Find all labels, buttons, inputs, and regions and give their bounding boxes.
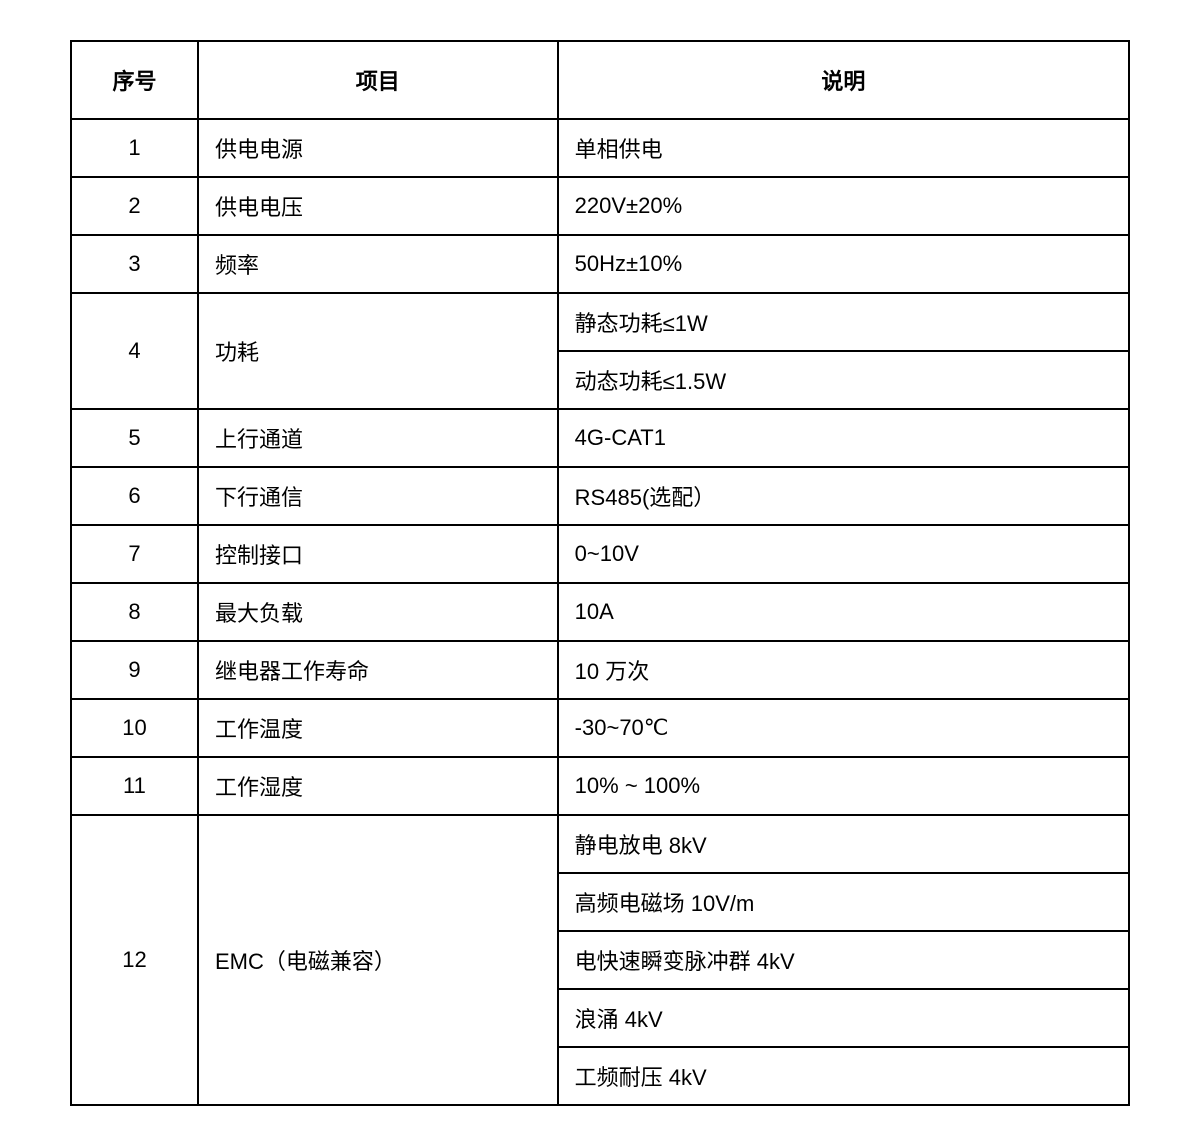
table-row: 1 供电电源 单相供电 bbox=[71, 119, 1129, 177]
cell-num: 8 bbox=[71, 583, 198, 641]
cell-num: 2 bbox=[71, 177, 198, 235]
cell-desc: 4G-CAT1 bbox=[558, 409, 1129, 467]
table-row: 3 频率 50Hz±10% bbox=[71, 235, 1129, 293]
cell-item: 下行通信 bbox=[198, 467, 558, 525]
cell-desc: 静电放电 8kV bbox=[558, 815, 1129, 873]
table-row: 9 继电器工作寿命 10 万次 bbox=[71, 641, 1129, 699]
cell-desc: 静态功耗≤1W bbox=[558, 293, 1129, 351]
cell-desc: RS485(选配） bbox=[558, 467, 1129, 525]
table-row: 12 EMC（电磁兼容） 静电放电 8kV bbox=[71, 815, 1129, 873]
header-item: 项目 bbox=[198, 41, 558, 119]
cell-num: 3 bbox=[71, 235, 198, 293]
table-row: 11 工作湿度 10% ~ 100% bbox=[71, 757, 1129, 815]
table-row: 5 上行通道 4G-CAT1 bbox=[71, 409, 1129, 467]
cell-desc: 电快速瞬变脉冲群 4kV bbox=[558, 931, 1129, 989]
cell-item: 继电器工作寿命 bbox=[198, 641, 558, 699]
cell-desc: 10% ~ 100% bbox=[558, 757, 1129, 815]
cell-num: 6 bbox=[71, 467, 198, 525]
cell-desc: 动态功耗≤1.5W bbox=[558, 351, 1129, 409]
table-row: 7 控制接口 0~10V bbox=[71, 525, 1129, 583]
cell-num: 4 bbox=[71, 293, 198, 409]
cell-num: 12 bbox=[71, 815, 198, 1105]
cell-num: 11 bbox=[71, 757, 198, 815]
table-row: 6 下行通信 RS485(选配） bbox=[71, 467, 1129, 525]
cell-desc: 高频电磁场 10V/m bbox=[558, 873, 1129, 931]
cell-item: 最大负载 bbox=[198, 583, 558, 641]
cell-item: 上行通道 bbox=[198, 409, 558, 467]
cell-num: 1 bbox=[71, 119, 198, 177]
cell-desc: 工频耐压 4kV bbox=[558, 1047, 1129, 1105]
cell-desc: 浪涌 4kV bbox=[558, 989, 1129, 1047]
cell-desc: 10 万次 bbox=[558, 641, 1129, 699]
table-body: 1 供电电源 单相供电 2 供电电压 220V±20% 3 频率 50Hz±10… bbox=[71, 119, 1129, 1105]
cell-item: 供电电源 bbox=[198, 119, 558, 177]
cell-num: 10 bbox=[71, 699, 198, 757]
header-num: 序号 bbox=[71, 41, 198, 119]
cell-item: 频率 bbox=[198, 235, 558, 293]
table-row: 4 功耗 静态功耗≤1W bbox=[71, 293, 1129, 351]
cell-item: EMC（电磁兼容） bbox=[198, 815, 558, 1105]
cell-desc: 10A bbox=[558, 583, 1129, 641]
cell-desc: 0~10V bbox=[558, 525, 1129, 583]
spec-table: 序号 项目 说明 1 供电电源 单相供电 2 供电电压 220V±20% 3 频… bbox=[70, 40, 1130, 1106]
table-row: 2 供电电压 220V±20% bbox=[71, 177, 1129, 235]
cell-item: 工作温度 bbox=[198, 699, 558, 757]
cell-item: 供电电压 bbox=[198, 177, 558, 235]
table-header-row: 序号 项目 说明 bbox=[71, 41, 1129, 119]
cell-desc: 50Hz±10% bbox=[558, 235, 1129, 293]
cell-num: 5 bbox=[71, 409, 198, 467]
cell-item: 工作湿度 bbox=[198, 757, 558, 815]
cell-num: 9 bbox=[71, 641, 198, 699]
cell-item: 控制接口 bbox=[198, 525, 558, 583]
header-desc: 说明 bbox=[558, 41, 1129, 119]
cell-item: 功耗 bbox=[198, 293, 558, 409]
table-row: 10 工作温度 -30~70℃ bbox=[71, 699, 1129, 757]
cell-desc: 220V±20% bbox=[558, 177, 1129, 235]
cell-num: 7 bbox=[71, 525, 198, 583]
table-row: 8 最大负载 10A bbox=[71, 583, 1129, 641]
cell-desc: 单相供电 bbox=[558, 119, 1129, 177]
cell-desc: -30~70℃ bbox=[558, 699, 1129, 757]
